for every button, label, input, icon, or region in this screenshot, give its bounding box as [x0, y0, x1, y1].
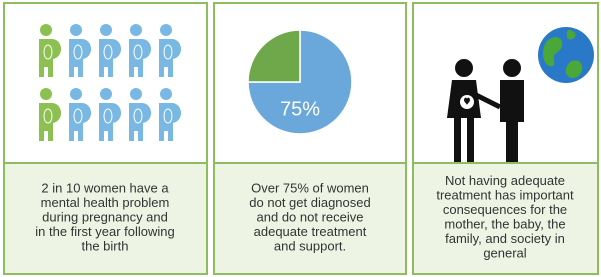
caption-line: general — [483, 246, 526, 261]
head — [160, 88, 172, 100]
globe-icon — [538, 27, 594, 83]
caption-line: adequate treatment — [254, 224, 367, 239]
head — [40, 88, 52, 100]
page: 75% 2 in 10 women have amental health pro… — [0, 0, 601, 277]
caption-line: and do not receive — [257, 209, 364, 224]
pie-label: 75% — [280, 98, 320, 120]
head — [70, 88, 82, 100]
head — [160, 24, 172, 36]
caption-line: in the first year following — [35, 224, 174, 239]
head — [100, 24, 112, 36]
caption-line: and support. — [274, 238, 346, 253]
head — [40, 24, 52, 36]
head — [130, 24, 142, 36]
caption-line: the birth — [82, 238, 129, 253]
caption-line: mother, the baby, the — [444, 217, 565, 232]
head — [100, 88, 112, 100]
caption-line: consequences for the — [443, 202, 567, 217]
caption-line: Over 75% of women — [251, 180, 369, 195]
head — [130, 88, 142, 100]
caption-line: treatment has important — [436, 188, 574, 203]
caption-line: during pregnancy and — [42, 209, 168, 224]
caption-line: mental health problem — [41, 195, 170, 210]
head — [70, 24, 82, 36]
caption-line: Not having adequate — [445, 173, 565, 188]
caption-line: 2 in 10 women have a — [41, 180, 169, 195]
infographic: 75% 2 in 10 women have amental health pro… — [0, 0, 601, 277]
caption-line: family, and society in — [445, 231, 565, 246]
caption-line: do not get diagnosed — [249, 195, 370, 210]
